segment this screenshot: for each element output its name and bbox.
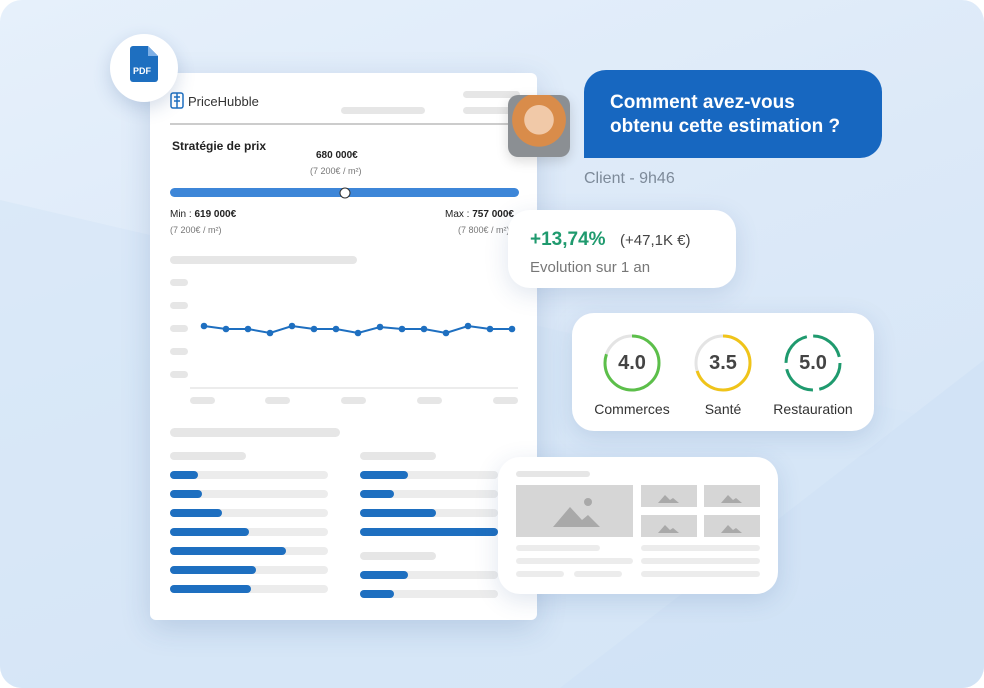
min-label: Min : bbox=[170, 209, 195, 220]
score-label: Commerces bbox=[594, 401, 670, 417]
listing-placeholder bbox=[516, 471, 760, 577]
report-graphics bbox=[170, 91, 520, 598]
evolution-amount: (+47,1K €) bbox=[620, 232, 691, 249]
listing-card bbox=[498, 457, 778, 594]
max-value: 757 000€ bbox=[472, 209, 514, 220]
score-label: Restauration bbox=[773, 401, 853, 417]
score-value: 4.0 bbox=[618, 352, 646, 374]
score-gauges bbox=[603, 334, 842, 392]
min-per-m2: (7 200€ / m²) bbox=[170, 225, 222, 235]
avatar bbox=[508, 95, 570, 157]
evolution-card: +13,74% (+47,1K €) Evolution sur 1 an bbox=[508, 210, 736, 288]
chat-author: Client - 9h46 bbox=[584, 170, 675, 187]
section-title: Stratégie de prix bbox=[172, 139, 267, 153]
scores-card: 4.0 Commerces 3.5 Santé 5.0 Restauration bbox=[572, 313, 874, 431]
pdf-label: PDF bbox=[133, 66, 151, 76]
brand: PriceHubble bbox=[188, 94, 259, 109]
max-range: Max : 757 000€ bbox=[445, 209, 514, 220]
pdf-icon bbox=[130, 46, 158, 82]
score-value: 3.5 bbox=[709, 352, 737, 374]
report-card: PriceHubble Stratégie de prix 680 000€ (… bbox=[150, 73, 537, 620]
score-label: Santé bbox=[704, 401, 742, 417]
chat-bubble: Comment avez-vous obtenu cette estimatio… bbox=[584, 70, 882, 158]
max-label: Max : bbox=[445, 209, 473, 220]
min-range: Min : 619 000€ bbox=[170, 209, 236, 220]
evolution-change: +13,74% bbox=[530, 229, 606, 250]
estimate: 680 000€ bbox=[316, 150, 358, 161]
pdf-badge: PDF bbox=[110, 34, 178, 102]
estimate-per-m2: (7 200€ / m²) bbox=[310, 166, 362, 176]
min-value: 619 000€ bbox=[194, 209, 237, 220]
score-value: 5.0 bbox=[799, 352, 827, 374]
max-per-m2: (7 800€ / m²) bbox=[458, 225, 510, 235]
chat-message: Comment avez-vous obtenu cette estimatio… bbox=[610, 92, 841, 137]
evolution-caption: Evolution sur 1 an bbox=[530, 259, 651, 276]
